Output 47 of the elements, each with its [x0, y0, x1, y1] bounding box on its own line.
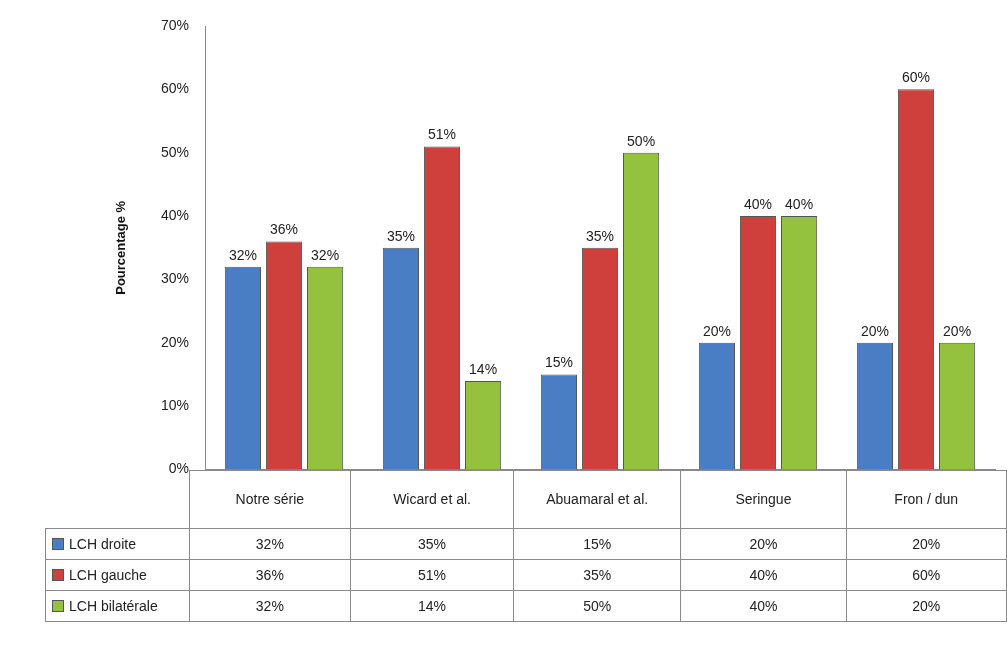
text: 40% [743, 195, 773, 212]
text: 32% [228, 246, 257, 263]
data-label: 20% [846, 528, 1007, 560]
x-tick-label: Seringue [680, 470, 846, 529]
y-tick-label: 40% [160, 206, 189, 223]
text: 15% [544, 354, 573, 371]
data-label: 35% [513, 559, 681, 591]
y-tick-label: 70% [160, 16, 189, 33]
y-tick-label: 20% [160, 333, 189, 350]
y-tick-label: 0% [168, 460, 189, 477]
text: 14% [469, 360, 498, 377]
text: 20% [702, 322, 731, 339]
text: 40% [785, 195, 814, 212]
data-label: 40% [680, 590, 846, 622]
data-label: 32% [189, 590, 351, 622]
data-label: 40% [680, 559, 846, 591]
data-label: 36% [189, 559, 351, 591]
data-label: 60% [846, 559, 1007, 591]
y-tick-label: 50% [160, 143, 189, 160]
text: 20% [943, 322, 972, 339]
data-label: 32% [189, 528, 351, 560]
legend-label: LCH droite [45, 528, 190, 560]
text: 32% [311, 246, 340, 263]
text: 35% [386, 227, 415, 244]
x-tick-label: Wicard et al. [350, 470, 514, 529]
y-tick-label: 10% [160, 397, 189, 414]
data-label: 15% [513, 528, 681, 560]
x-tick-label: Abuamaral et al. [513, 470, 681, 529]
text: 50% [627, 132, 656, 149]
legend-label: LCH bilatérale [45, 590, 190, 622]
data-label: 20% [680, 528, 846, 560]
data-label: 20% [846, 590, 1007, 622]
x-tick-label: Fron / dun [846, 470, 1007, 529]
text: 35% [585, 227, 615, 244]
data-label: 51% [350, 559, 514, 591]
x-tick-label: Notre série [189, 470, 351, 529]
text: 51% [427, 126, 457, 143]
text: 20% [860, 322, 889, 339]
text: 60% [901, 69, 931, 86]
data-label: 14% [350, 590, 514, 622]
legend-label: LCH gauche [45, 559, 190, 591]
y-axis-title: Pourcentage % [113, 200, 129, 295]
data-label: 50% [513, 590, 681, 622]
y-tick-label: 30% [160, 270, 189, 287]
data-label: 35% [350, 528, 514, 560]
y-tick-label: 60% [160, 80, 189, 97]
text: 36% [269, 221, 299, 238]
